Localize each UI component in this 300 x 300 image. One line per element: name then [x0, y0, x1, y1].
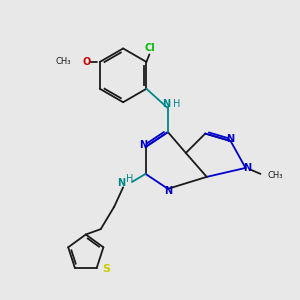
Text: H: H — [126, 174, 134, 184]
Text: CH₃: CH₃ — [56, 57, 71, 66]
Text: O: O — [82, 57, 91, 67]
Text: N: N — [164, 186, 172, 196]
Text: N: N — [118, 178, 126, 188]
Text: H: H — [172, 99, 180, 109]
Text: CH₃: CH₃ — [268, 171, 283, 180]
Text: Cl: Cl — [144, 43, 155, 52]
Text: N: N — [243, 163, 251, 173]
Text: S: S — [102, 265, 110, 275]
Text: N: N — [226, 134, 235, 144]
Text: N: N — [162, 99, 170, 109]
Text: N: N — [139, 140, 147, 150]
